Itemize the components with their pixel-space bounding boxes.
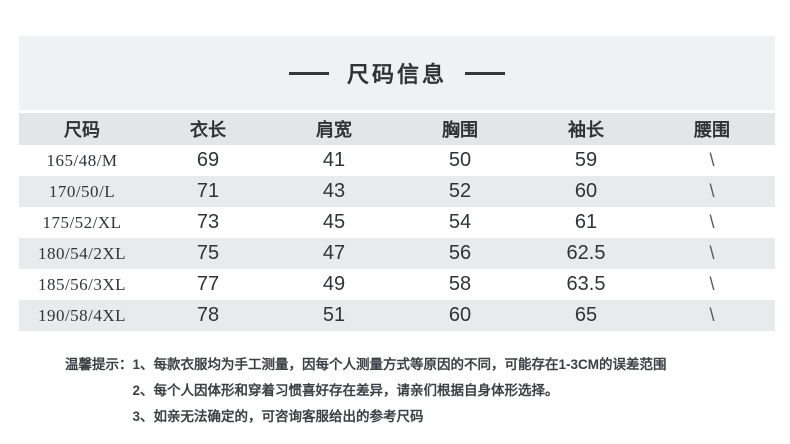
measurement-cell: 75: [145, 238, 271, 269]
size-cell: 170/50/L: [19, 176, 145, 207]
measurement-cell: 47: [271, 238, 397, 269]
size-cell: 185/56/3XL: [19, 269, 145, 300]
size-cell: 165/48/M: [19, 145, 145, 176]
measurement-cell: 65: [523, 300, 649, 331]
size-cell: 190/58/4XL: [19, 300, 145, 331]
size-cell: 175/52/XL: [19, 207, 145, 238]
measurement-cell: 43: [271, 176, 397, 207]
measurement-cell: 45: [271, 207, 397, 238]
page-title: 尺码信息: [346, 62, 447, 87]
measurement-cell: 73: [145, 207, 271, 238]
measurement-cell: 61: [523, 207, 649, 238]
measurement-cell: 69: [145, 145, 271, 176]
notes-label: 温馨提示：: [65, 357, 133, 372]
size-chart-table: 尺码 衣长 肩宽 胸围 袖长 腰围 165/48/M 69 41 50 59 \ 170/50/L 71…: [19, 113, 775, 331]
table-row: 170/50/L 71 43 52 60 \: [19, 176, 775, 207]
column-header: 胸围: [397, 113, 523, 145]
measurement-cell: 71: [145, 176, 271, 207]
measurement-cell: 62.5: [523, 238, 649, 269]
section-title-block: 尺码信息: [19, 36, 775, 110]
measurement-cell: 50: [397, 145, 523, 176]
note-item: 3、如亲无法确定的，可咨询客服给出的参考尺码: [132, 409, 424, 424]
title-dash-right-icon: [465, 71, 505, 75]
measurement-cell: 60: [523, 176, 649, 207]
table-row: 180/54/2XL 75 47 56 62.5 \: [19, 238, 775, 269]
table-body: 165/48/M 69 41 50 59 \ 170/50/L 71 43 52 60 \ 175/52…: [19, 145, 775, 331]
size-cell: 180/54/2XL: [19, 238, 145, 269]
notes-section: 温馨提示： 1、每款衣服均为手工测量，因每个人测量方式等原因的不同，可能存在1-…: [65, 352, 667, 430]
notes-items: 1、每款衣服均为手工测量，因每个人测量方式等原因的不同，可能存在1-3CM的误差…: [133, 352, 667, 430]
table-row: 165/48/M 69 41 50 59 \: [19, 145, 775, 176]
table-header-row: 尺码 衣长 肩宽 胸围 袖长 腰围: [19, 113, 775, 145]
table-row: 175/52/XL 73 45 54 61 \: [19, 207, 775, 238]
measurement-cell: 52: [397, 176, 523, 207]
measurement-cell: 59: [523, 145, 649, 176]
note-item: 2、每个人因体形和穿着习惯喜好存在差异，请亲们根据自身体形选择。: [132, 383, 559, 398]
column-header: 腰围: [649, 113, 775, 145]
column-header: 尺码: [19, 113, 145, 145]
table-row: 190/58/4XL 78 51 60 65 \: [19, 300, 775, 331]
measurement-cell: \: [649, 176, 775, 207]
measurement-cell: 54: [397, 207, 523, 238]
note-item: 1、每款衣服均为手工测量，因每个人测量方式等原因的不同，可能存在1-3CM的误差…: [132, 357, 667, 372]
column-header: 衣长: [145, 113, 271, 145]
measurement-cell: 51: [271, 300, 397, 331]
measurement-cell: 58: [397, 269, 523, 300]
measurement-cell: 77: [145, 269, 271, 300]
measurement-cell: 56: [397, 238, 523, 269]
column-header: 肩宽: [271, 113, 397, 145]
measurement-cell: \: [649, 269, 775, 300]
measurement-cell: \: [649, 300, 775, 331]
measurement-cell: \: [649, 207, 775, 238]
column-header: 袖长: [523, 113, 649, 145]
measurement-cell: 41: [271, 145, 397, 176]
measurement-cell: 78: [145, 300, 271, 331]
table-row: 185/56/3XL 77 49 58 63.5 \: [19, 269, 775, 300]
measurement-cell: 63.5: [523, 269, 649, 300]
measurement-cell: \: [649, 145, 775, 176]
measurement-cell: \: [649, 238, 775, 269]
measurement-cell: 60: [397, 300, 523, 331]
measurement-cell: 49: [271, 269, 397, 300]
title-dash-left-icon: [288, 71, 329, 75]
size-info-panel: 尺码信息 尺码 衣长 肩宽 胸围 袖长 腰围 165/48/M 69 41 50 59 \ 170/5…: [19, 36, 775, 331]
